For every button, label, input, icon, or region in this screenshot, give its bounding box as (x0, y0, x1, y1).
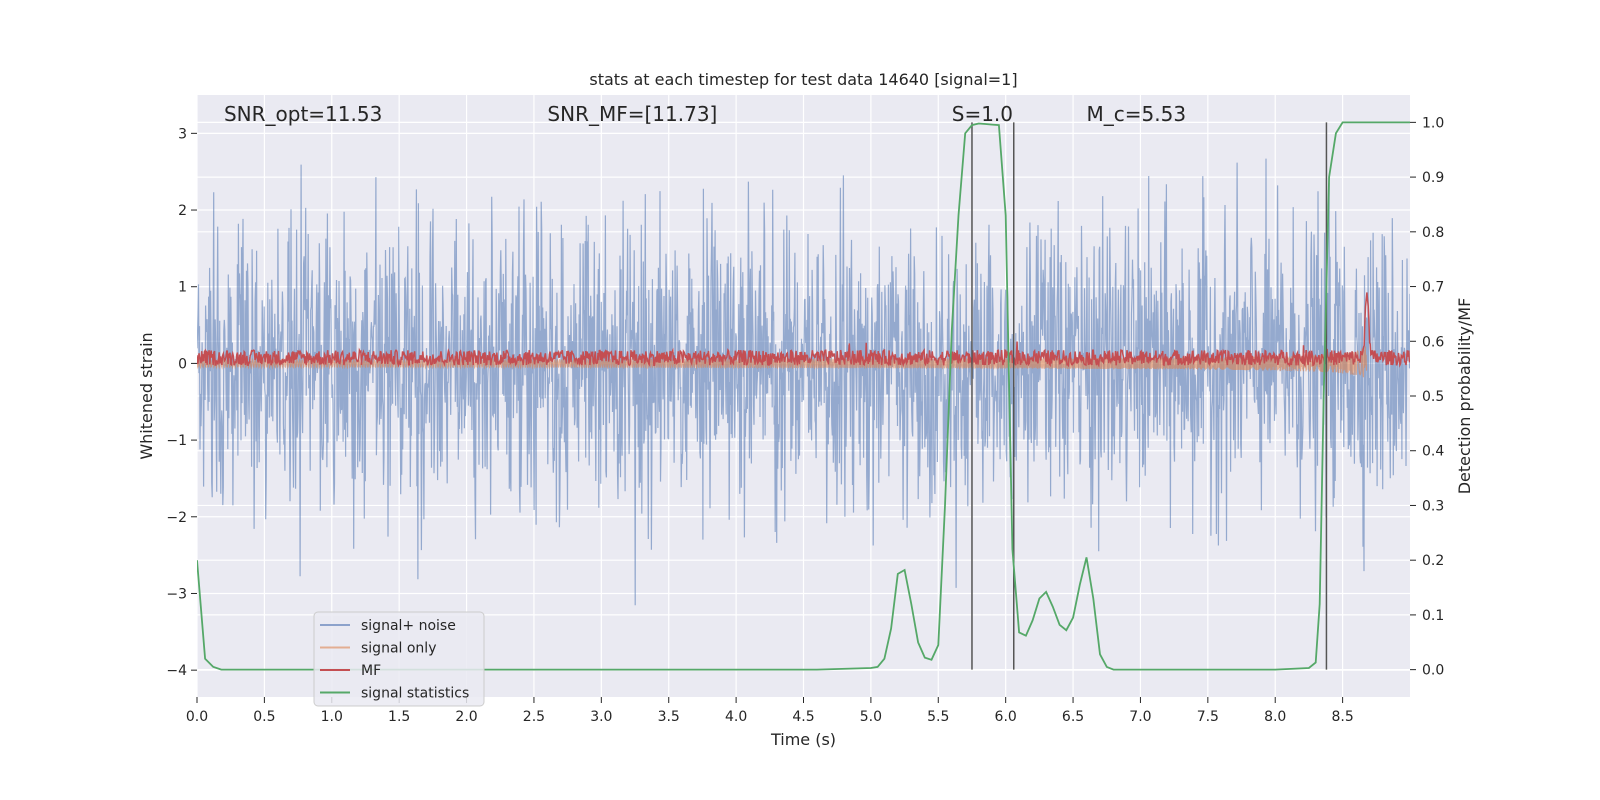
y2-tick-label: 0.0 (1422, 663, 1444, 679)
legend-label: MF (361, 663, 381, 679)
x-tick-label: 3.0 (590, 709, 612, 725)
x-tick-label: 0.5 (253, 709, 275, 725)
y-tick-label: 1 (178, 280, 187, 296)
x-tick-label: 5.0 (860, 709, 882, 725)
x-tick-label: 2.5 (523, 709, 545, 725)
x-tick-label: 4.5 (792, 709, 814, 725)
y-tick-label: −1 (166, 433, 187, 449)
legend: signal+ noise signal only MF signal statist… (313, 611, 485, 707)
x-tick-label: 8.5 (1331, 709, 1353, 725)
y-tick-label: 0 (178, 356, 187, 372)
y2-tick-label: 0.5 (1422, 389, 1444, 405)
signal-noise-line (197, 158, 1410, 606)
legend-label: signal statistics (361, 686, 469, 702)
legend-box (313, 611, 485, 707)
y2-tick-label: 0.3 (1422, 498, 1444, 514)
y2-axis-label: Detection probability/MF (1455, 298, 1474, 495)
annotation-text: SNR_opt=11.53 (224, 102, 382, 126)
annotation-text: S=1.0 (952, 102, 1013, 126)
y2-tick-label: 0.9 (1422, 170, 1444, 186)
y-tick-label: 2 (178, 203, 187, 219)
y-tick-label: −4 (166, 663, 187, 679)
annotation-text: M_c=5.53 (1087, 102, 1187, 126)
x-tick-label: 1.0 (321, 709, 343, 725)
y-tick-label: −3 (166, 586, 187, 602)
annotation-text: SNR_MF=[11.73] (547, 102, 717, 126)
x-tick-label: 6.5 (1062, 709, 1084, 725)
x-tick-label: 0.0 (186, 709, 208, 725)
legend-label: signal+ noise (361, 618, 456, 634)
y2-tick-label: 0.1 (1422, 608, 1444, 624)
x-tick-label: 4.0 (725, 709, 747, 725)
x-tick-label: 7.0 (1129, 709, 1151, 725)
annotations: SNR_opt=11.53 SNR_MF=[11.73] S=1.0 M_c=5.53 (224, 102, 1186, 126)
signal-statistics-line (197, 121, 1410, 671)
x-tick-label: 3.5 (658, 709, 680, 725)
mf-line (197, 292, 1410, 368)
series-layer (197, 121, 1410, 671)
x-tick-label: 7.5 (1197, 709, 1219, 725)
y-axis-label: Whitened strain (137, 332, 156, 459)
x-tick-label: 1.5 (388, 709, 410, 725)
y2-tick-label: 0.2 (1422, 553, 1444, 569)
y2-tick-label: 0.6 (1422, 334, 1444, 350)
axes-layer: 0.0 0.5 1.0 1.5 2.0 2.5 3.0 3.5 4.0 4.5 5.0 5.5 6.0 6… (166, 115, 1444, 725)
y-tick-label: 3 (178, 126, 187, 142)
y2-tick-label: 0.8 (1422, 225, 1444, 241)
chart-title: stats at each timestep for test data 146… (589, 70, 1017, 89)
y-tick-label: −2 (166, 510, 187, 526)
x-tick-label: 8.0 (1264, 709, 1286, 725)
x-tick-label: 6.0 (995, 709, 1017, 725)
legend-label: signal only (361, 641, 436, 657)
y2-tick-label: 0.7 (1422, 280, 1444, 296)
y2-tick-label: 0.4 (1422, 444, 1444, 460)
x-axis-label: Time (s) (770, 730, 836, 749)
x-tick-label: 2.0 (455, 709, 477, 725)
y2-tick-label: 1.0 (1422, 115, 1444, 131)
x-tick-label: 5.5 (927, 709, 949, 725)
